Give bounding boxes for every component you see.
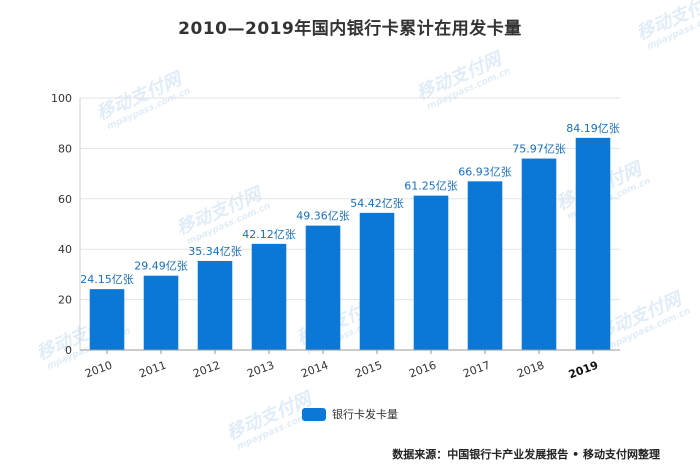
- bar: [467, 181, 503, 350]
- y-tick-label: 0: [65, 344, 72, 357]
- y-axis: 0 20 40 60 80 100: [51, 92, 81, 357]
- y-tick-label: 20: [58, 294, 72, 307]
- data-label: 61.25亿张: [404, 180, 458, 193]
- data-label: 42.12亿张: [242, 228, 296, 241]
- bar: [305, 225, 341, 350]
- x-tick-label: 2019: [567, 359, 600, 382]
- x-tick-label: 2014: [299, 359, 330, 381]
- bar: [413, 195, 449, 350]
- y-tick-label: 80: [58, 142, 72, 155]
- data-label: 49.36亿张: [296, 210, 350, 223]
- data-label: 84.19亿张: [566, 122, 620, 135]
- bars: 24.15亿张29.49亿张35.34亿张42.12亿张49.36亿张54.42…: [80, 122, 620, 350]
- x-tick-label: 2013: [245, 359, 276, 381]
- bar: [143, 275, 179, 350]
- data-label: 29.49亿张: [134, 260, 188, 273]
- x-tick-label: 2018: [515, 359, 546, 381]
- x-tick-label: 2012: [191, 359, 222, 381]
- x-tick-label: 2015: [353, 359, 384, 381]
- x-tick-label: 2016: [407, 359, 438, 381]
- data-label: 54.42亿张: [350, 197, 404, 210]
- y-tick-label: 60: [58, 193, 72, 206]
- data-label: 24.15亿张: [80, 273, 134, 286]
- y-tick-label: 40: [58, 243, 72, 256]
- legend: 银行卡发卡量: [302, 407, 398, 421]
- x-tick-label: 2011: [137, 359, 168, 381]
- data-label: 75.97亿张: [512, 143, 566, 156]
- x-axis: 2010 2011 2012 2013 2014 2015 2016 2017 2018 2019: [80, 349, 620, 382]
- bar: [521, 158, 557, 350]
- legend-label: 银行卡发卡量: [332, 407, 398, 421]
- legend-swatch: [302, 408, 326, 421]
- x-tick-label: 2010: [83, 359, 114, 381]
- bar: [251, 243, 287, 350]
- bar: [197, 260, 233, 350]
- x-tick-label: 2017: [461, 359, 492, 381]
- chart-title: 2010—2019年国内银行卡累计在用发卡量: [178, 19, 522, 39]
- bar: [89, 289, 125, 350]
- data-label: 35.34亿张: [188, 245, 242, 258]
- data-label: 66.93亿张: [458, 165, 512, 178]
- bar: [575, 137, 611, 350]
- bar: [359, 212, 395, 350]
- y-tick-label: 100: [51, 92, 72, 105]
- source-note: 数据来源：中国银行卡产业发展报告 • 移动支付网整理: [392, 448, 660, 461]
